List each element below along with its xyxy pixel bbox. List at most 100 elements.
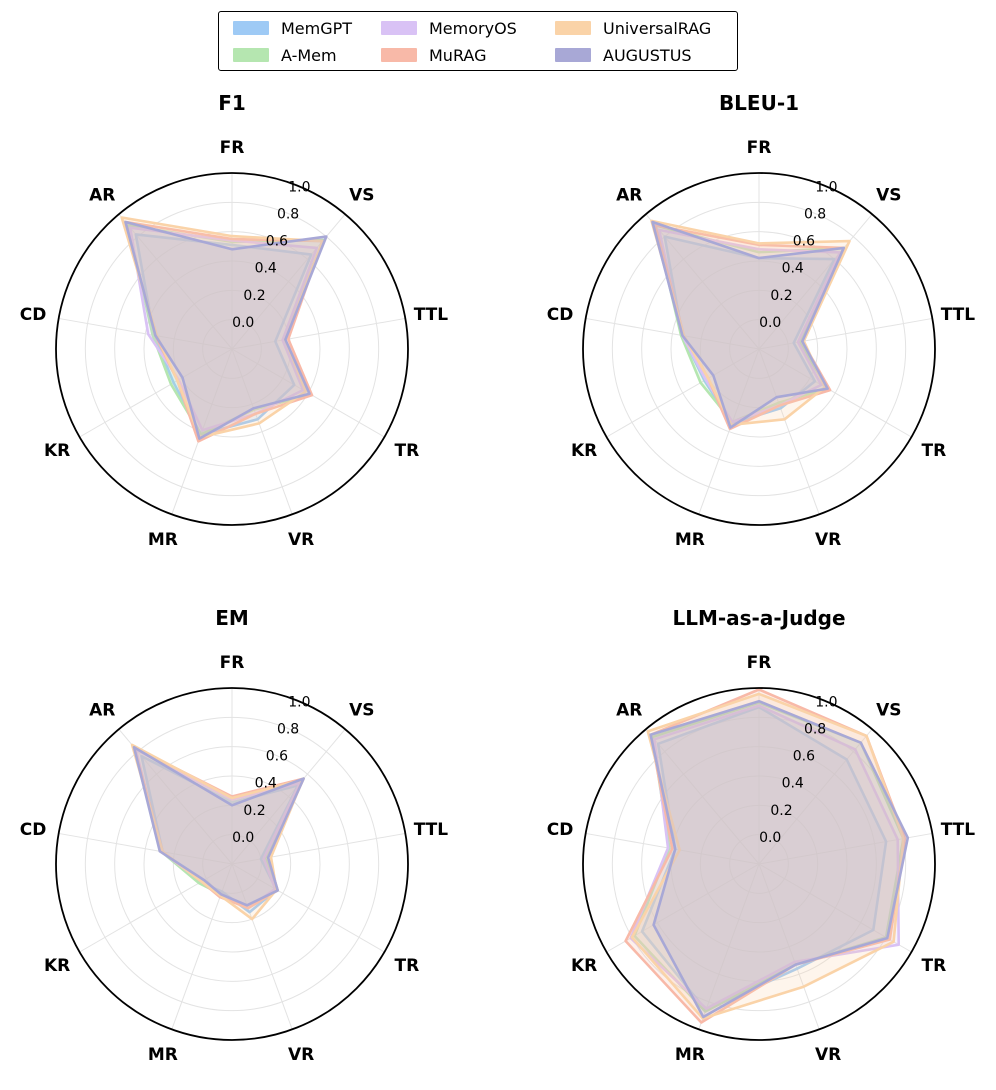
grid-spoke — [758, 348, 912, 438]
radial-tick-label: 0.0 — [232, 315, 254, 331]
grid-spoke — [758, 728, 873, 865]
legend-label-memgpt: MemGPT — [281, 18, 353, 38]
axis-label-fr: FR — [220, 138, 245, 158]
axis-label-vr: VR — [815, 530, 841, 550]
radial-tick-label: 0.6 — [266, 234, 288, 250]
legend-label-a-mem: A-Mem — [281, 45, 337, 65]
legend-label-universalrag: UniversalRAG — [603, 18, 712, 38]
legend: MemGPT A-Mem MemoryOS MuRAG UniversalRAG… — [218, 11, 738, 71]
outer-ring — [55, 687, 409, 1041]
axis-label-cd: CD — [20, 820, 47, 840]
axis-label-fr: FR — [220, 653, 245, 673]
series-augustus — [132, 745, 305, 907]
grid-spoke — [231, 348, 293, 515]
axis-label-cd: CD — [20, 305, 47, 325]
axis-label-vs: VS — [876, 185, 901, 205]
radial-tick-label: 0.4 — [255, 776, 277, 792]
series-augustus — [124, 220, 328, 440]
radar-panel-f1: F1 0.0 0.2 0.4 0.6 0.8 1.0 FR VS TTL TR VR MR KR CD AR — [20, 91, 448, 550]
legend-item-memoryos: MemoryOS — [381, 18, 517, 38]
grid-spoke — [231, 863, 293, 1030]
radial-tick-label: 1.0 — [815, 179, 837, 195]
axis-label-vs: VS — [349, 185, 374, 205]
axis-label-ar: AR — [89, 700, 115, 720]
axis-label-mr: MR — [148, 530, 178, 550]
legend-swatch-memgpt — [233, 21, 269, 35]
radial-tick-label: 0.2 — [243, 288, 265, 304]
legend-item-memgpt: MemGPT — [233, 18, 352, 38]
legend-label-memoryos: MemoryOS — [429, 18, 517, 38]
radial-tick-label: 0.8 — [804, 207, 826, 223]
grid-spoke — [645, 728, 760, 865]
axis-label-mr: MR — [148, 1045, 178, 1065]
legend-item-augustus: AUGUSTUS — [555, 45, 692, 65]
legend-item-universalrag: UniversalRAG — [555, 18, 711, 38]
grid-spoke — [606, 348, 760, 438]
radial-tick-label: 0.8 — [277, 722, 299, 738]
grid-spoke — [231, 728, 346, 865]
grid-spoke — [58, 832, 233, 865]
legend-swatch-a-mem — [233, 48, 269, 62]
radial-tick-label: 0.0 — [759, 315, 781, 331]
grid-spoke — [231, 863, 385, 953]
radial-tick-label: 0.8 — [804, 722, 826, 738]
axis-label-cd: CD — [547, 305, 574, 325]
axis-label-ar: AR — [89, 185, 115, 205]
legend-label-murag: MuRAG — [429, 45, 487, 65]
axis-label-ttl: TTL — [414, 305, 449, 325]
series-augustus — [651, 220, 846, 429]
axis-label-ar: AR — [616, 700, 642, 720]
axis-label-kr: KR — [44, 441, 70, 461]
legend-swatch-memoryos — [381, 21, 417, 35]
panel-title: EM — [215, 606, 249, 630]
axis-label-tr: TR — [922, 441, 947, 461]
grid-spoke — [118, 213, 233, 350]
axis-label-vr: VR — [288, 530, 314, 550]
axis-label-vr: VR — [815, 1045, 841, 1065]
radial-tick-label: 0.8 — [277, 207, 299, 223]
grid-spoke — [585, 317, 760, 350]
grid-spoke — [79, 863, 233, 953]
legend-item-a-mem: A-Mem — [233, 45, 337, 65]
panel-title: LLM-as-a-Judge — [672, 606, 845, 630]
axis-label-ttl: TTL — [941, 305, 976, 325]
radial-tick-label: 0.6 — [266, 749, 288, 765]
radial-tick-label: 0.4 — [255, 261, 277, 277]
outer-ring — [582, 172, 936, 526]
axis-label-tr: TR — [395, 441, 420, 461]
axis-label-vr: VR — [288, 1045, 314, 1065]
axis-label-cd: CD — [547, 820, 574, 840]
legend-swatch-murag — [381, 48, 417, 62]
axis-label-tr: TR — [922, 956, 947, 976]
panel-title: BLEU-1 — [719, 91, 799, 115]
axis-label-tr: TR — [395, 956, 420, 976]
axis-label-fr: FR — [747, 653, 772, 673]
legend-item-murag: MuRAG — [381, 45, 486, 65]
radial-tick-label: 0.0 — [232, 830, 254, 846]
radial-tick-label: 0.2 — [770, 288, 792, 304]
outer-ring — [582, 687, 936, 1041]
radar-panel-llm-as-a-judge: LLM-as-a-Judge 0.0 0.2 0.4 0.6 0.8 1.0 FR VS TTL T… — [547, 606, 975, 1065]
axis-label-kr: KR — [571, 441, 597, 461]
legend-swatch-universalrag — [555, 21, 591, 35]
radial-tick-label: 0.0 — [759, 830, 781, 846]
axis-label-mr: MR — [675, 530, 705, 550]
grid-spoke — [758, 317, 933, 350]
grid-spoke — [231, 317, 406, 350]
radial-tick-label: 1.0 — [288, 179, 310, 195]
grid-spoke — [171, 348, 233, 515]
axis-label-ar: AR — [616, 185, 642, 205]
grid-spoke — [758, 213, 873, 350]
radial-tick-label: 0.2 — [243, 803, 265, 819]
series-augustus — [649, 699, 910, 1019]
axis-label-mr: MR — [675, 1045, 705, 1065]
radar-panel-bleu-1: BLEU-1 0.0 0.2 0.4 0.6 0.8 1.0 FR VS TTL TR VR MR KR C… — [547, 91, 975, 550]
axis-label-vs: VS — [876, 700, 901, 720]
grid-spoke — [58, 317, 233, 350]
radial-tick-label: 0.4 — [782, 261, 804, 277]
radial-tick-label: 0.6 — [793, 749, 815, 765]
radial-tick-label: 1.0 — [815, 694, 837, 710]
grid-spoke — [79, 348, 233, 438]
axis-label-fr: FR — [747, 138, 772, 158]
radar-panel-em: EM 0.0 0.2 0.4 0.6 0.8 1.0 FR VS TTL TR VR MR KR CD AR — [20, 606, 448, 1065]
